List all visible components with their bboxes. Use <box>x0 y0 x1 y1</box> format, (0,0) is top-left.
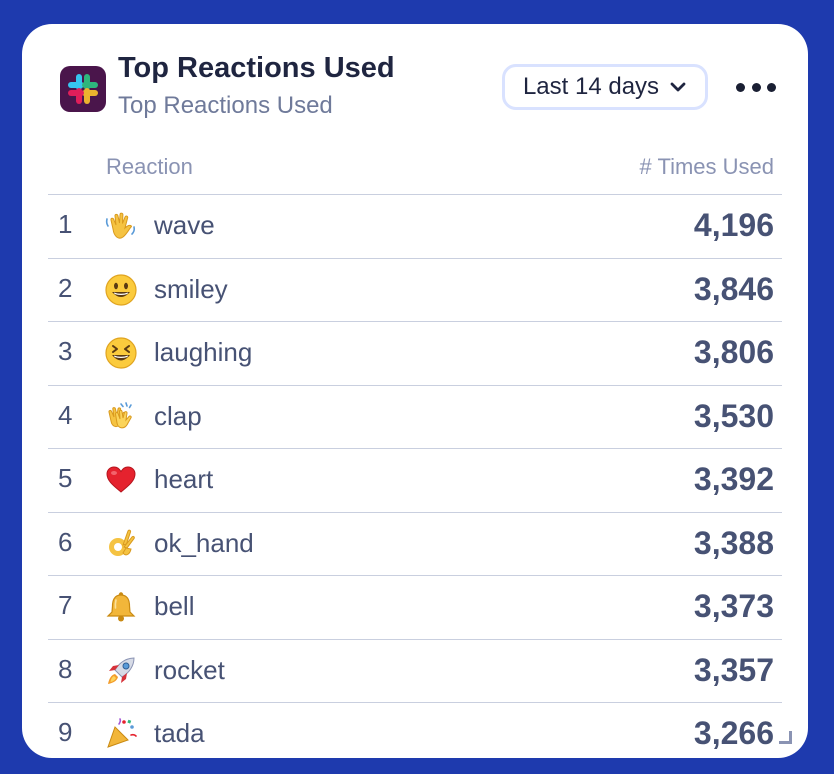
table-row: 9 tada 3,266 <box>48 703 782 758</box>
reaction-name: tada <box>154 718 205 748</box>
times-used-value: 3,373 <box>693 588 774 624</box>
resize-handle[interactable] <box>779 731 792 744</box>
reaction-name: rocket <box>154 654 225 685</box>
row-rank: 7 <box>58 590 73 620</box>
slack-logo-icon <box>60 66 106 112</box>
row-rank: 5 <box>58 463 73 493</box>
table-row: 3 laughing 3,806 <box>48 322 782 386</box>
column-header-times-used[interactable]: # Times Used <box>639 154 775 179</box>
smiley-emoji-icon <box>105 273 137 306</box>
table-row: 7 bell 3,373 <box>48 576 782 640</box>
widget-header: Top Reactions Used Top Reactions Used La… <box>22 24 808 154</box>
more-dot <box>767 82 776 92</box>
row-rank: 4 <box>58 399 73 430</box>
more-horizontal-icon[interactable] <box>736 74 776 100</box>
times-used-value: 3,388 <box>693 524 774 561</box>
table-row: 8 rocket 3,357 <box>48 640 782 703</box>
more-dot <box>751 82 761 92</box>
table-row: 4 clap 3,530 <box>48 386 782 449</box>
times-used-value: 3,392 <box>693 461 774 497</box>
date-range-label: Last 14 days <box>522 73 660 100</box>
tada-emoji-icon <box>107 718 137 748</box>
wave-emoji-icon <box>105 212 136 239</box>
chevron-down-icon <box>670 82 686 92</box>
table-header: Reaction # Times Used <box>48 152 782 195</box>
bell-emoji-icon <box>106 592 136 622</box>
reaction-name: bell <box>154 591 195 621</box>
reaction-name: smiley <box>154 273 228 304</box>
times-used-value: 4,196 <box>693 207 774 243</box>
column-header-reaction[interactable]: Reaction <box>106 154 193 179</box>
heart-emoji-icon <box>106 466 136 493</box>
rocket-emoji-icon <box>108 656 135 684</box>
table-row: 1 wave 4,196 <box>48 195 782 259</box>
reaction-name: wave <box>154 210 215 240</box>
table-row: 2 smiley 3,846 <box>48 259 782 322</box>
reactions-table: Reaction # Times Used 1 wave 4,196 2 smi… <box>48 152 782 758</box>
row-rank: 1 <box>58 209 73 239</box>
times-used-value: 3,846 <box>693 270 774 307</box>
row-rank: 6 <box>58 526 73 557</box>
ok-hand-emoji-icon <box>109 529 135 556</box>
times-used-value: 3,357 <box>693 651 774 688</box>
times-used-value: 3,806 <box>693 334 774 370</box>
reaction-name: laughing <box>154 337 253 367</box>
reaction-name: ok_hand <box>154 527 254 558</box>
times-used-value: 3,530 <box>693 397 774 434</box>
table-row: 6 ok_hand 3,388 <box>48 513 782 576</box>
widget-title: Top Reactions Used <box>118 52 395 84</box>
top-reactions-widget: Top Reactions Used Top Reactions Used La… <box>22 24 808 758</box>
times-used-value: 3,266 <box>693 715 774 751</box>
widget-subtitle: Top Reactions Used <box>118 92 333 119</box>
table-row: 5 heart 3,392 <box>48 449 782 513</box>
laughing-emoji-icon <box>105 337 137 369</box>
clap-emoji-icon <box>108 401 132 428</box>
row-rank: 2 <box>58 272 73 303</box>
date-range-dropdown[interactable]: Last 14 days <box>502 64 708 110</box>
row-rank: 8 <box>58 653 73 684</box>
row-rank: 9 <box>58 717 73 747</box>
row-rank: 3 <box>58 336 73 366</box>
reaction-name: clap <box>154 400 202 431</box>
reaction-name: heart <box>154 464 214 494</box>
more-dot <box>736 82 745 92</box>
